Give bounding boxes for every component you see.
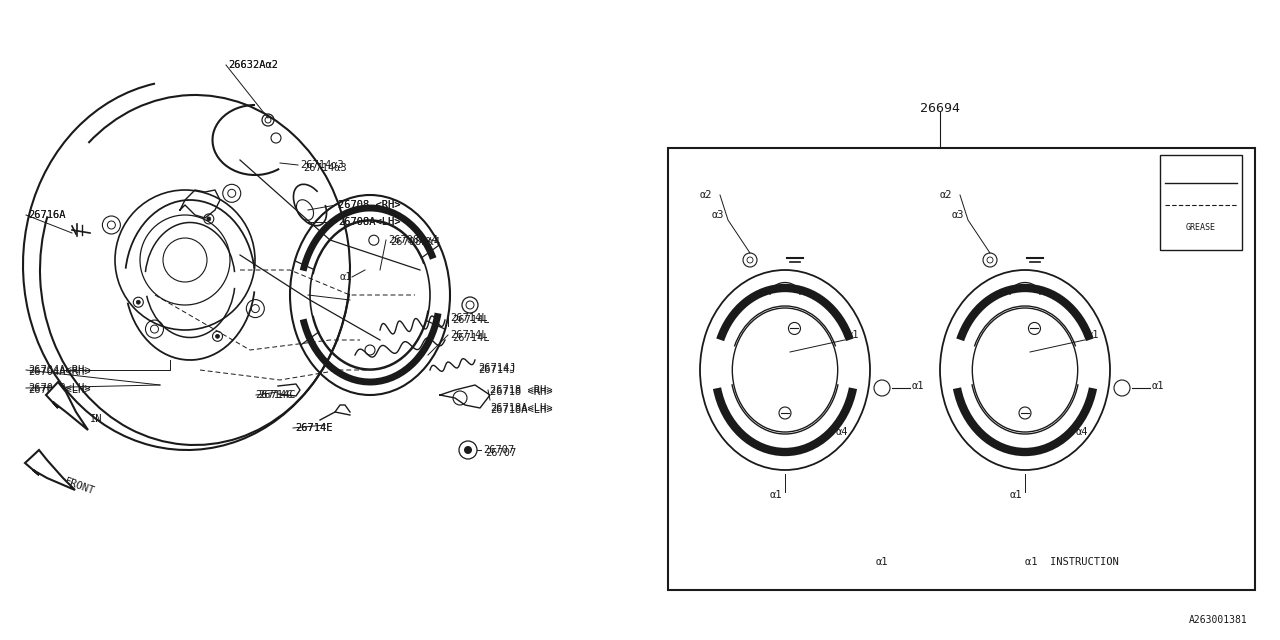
Text: 26632Aα2: 26632Aα2 <box>228 60 278 70</box>
Text: 26708 <RH>: 26708 <RH> <box>338 200 401 210</box>
Text: 26704A<RH>: 26704A<RH> <box>28 365 91 375</box>
Bar <box>1160 155 1242 250</box>
Text: GREASE: GREASE <box>1187 223 1216 232</box>
Text: 26718 <RH>: 26718 <RH> <box>490 385 553 395</box>
Text: 26716A: 26716A <box>28 210 65 220</box>
Text: α1: α1 <box>876 557 888 567</box>
Text: 26704B<LH>: 26704B<LH> <box>28 385 91 395</box>
Text: 26708Bα4: 26708Bα4 <box>390 237 440 247</box>
Polygon shape <box>46 382 88 430</box>
Text: 26708A<LH>: 26708A<LH> <box>338 217 401 227</box>
Text: 26716A: 26716A <box>28 210 65 220</box>
Text: 26707: 26707 <box>483 445 515 455</box>
Text: α1: α1 <box>1010 490 1023 500</box>
Text: 26714L: 26714L <box>452 333 489 343</box>
Text: 26694: 26694 <box>920 102 960 115</box>
Circle shape <box>465 446 472 454</box>
Text: 26714C: 26714C <box>259 390 296 400</box>
Text: 26707: 26707 <box>485 448 516 458</box>
Circle shape <box>136 300 141 304</box>
Text: 26714L: 26714L <box>451 313 488 323</box>
Bar <box>668 148 1254 590</box>
Text: α1: α1 <box>1087 330 1100 340</box>
Text: α2: α2 <box>700 190 713 200</box>
Text: 26708 <RH>: 26708 <RH> <box>338 200 401 210</box>
Text: 26704B<LH>: 26704B<LH> <box>28 383 91 393</box>
Text: α1: α1 <box>340 272 352 282</box>
Text: 26718A<LH>: 26718A<LH> <box>490 403 553 413</box>
Text: α1: α1 <box>911 381 924 391</box>
Text: 26714J: 26714J <box>477 363 516 373</box>
Text: 26714L: 26714L <box>451 330 488 340</box>
Text: 26714α3: 26714α3 <box>303 163 347 173</box>
Text: α4: α4 <box>836 427 849 437</box>
Text: 26714E: 26714E <box>294 423 333 433</box>
Text: α3: α3 <box>952 210 965 220</box>
Text: α1: α1 <box>1152 381 1165 391</box>
Text: 26718 <RH>: 26718 <RH> <box>490 387 553 397</box>
Text: 26714C: 26714C <box>255 390 293 400</box>
Circle shape <box>207 217 211 221</box>
Text: α2: α2 <box>940 190 952 200</box>
Text: IN: IN <box>90 414 102 424</box>
Circle shape <box>215 334 219 339</box>
Text: 26718A<LH>: 26718A<LH> <box>490 405 553 415</box>
Text: 26714J: 26714J <box>477 365 516 375</box>
Text: 26708Bα4: 26708Bα4 <box>388 235 438 245</box>
Text: 26714α3: 26714α3 <box>300 160 344 170</box>
Text: A263001381: A263001381 <box>1189 615 1248 625</box>
Text: 26714E: 26714E <box>294 423 333 433</box>
Text: α1: α1 <box>771 490 782 500</box>
Text: α4: α4 <box>1076 427 1088 437</box>
Text: 26708A<LH>: 26708A<LH> <box>338 217 401 227</box>
Text: α1  INSTRUCTION: α1 INSTRUCTION <box>1025 557 1119 567</box>
Text: α1: α1 <box>846 330 859 340</box>
Text: 26704A<RH>: 26704A<RH> <box>28 367 91 377</box>
Polygon shape <box>26 450 76 490</box>
Text: 26714L: 26714L <box>452 315 489 325</box>
Text: α3: α3 <box>712 210 724 220</box>
Text: FRONT: FRONT <box>63 477 96 497</box>
Text: 26632Aα2: 26632Aα2 <box>228 60 278 70</box>
